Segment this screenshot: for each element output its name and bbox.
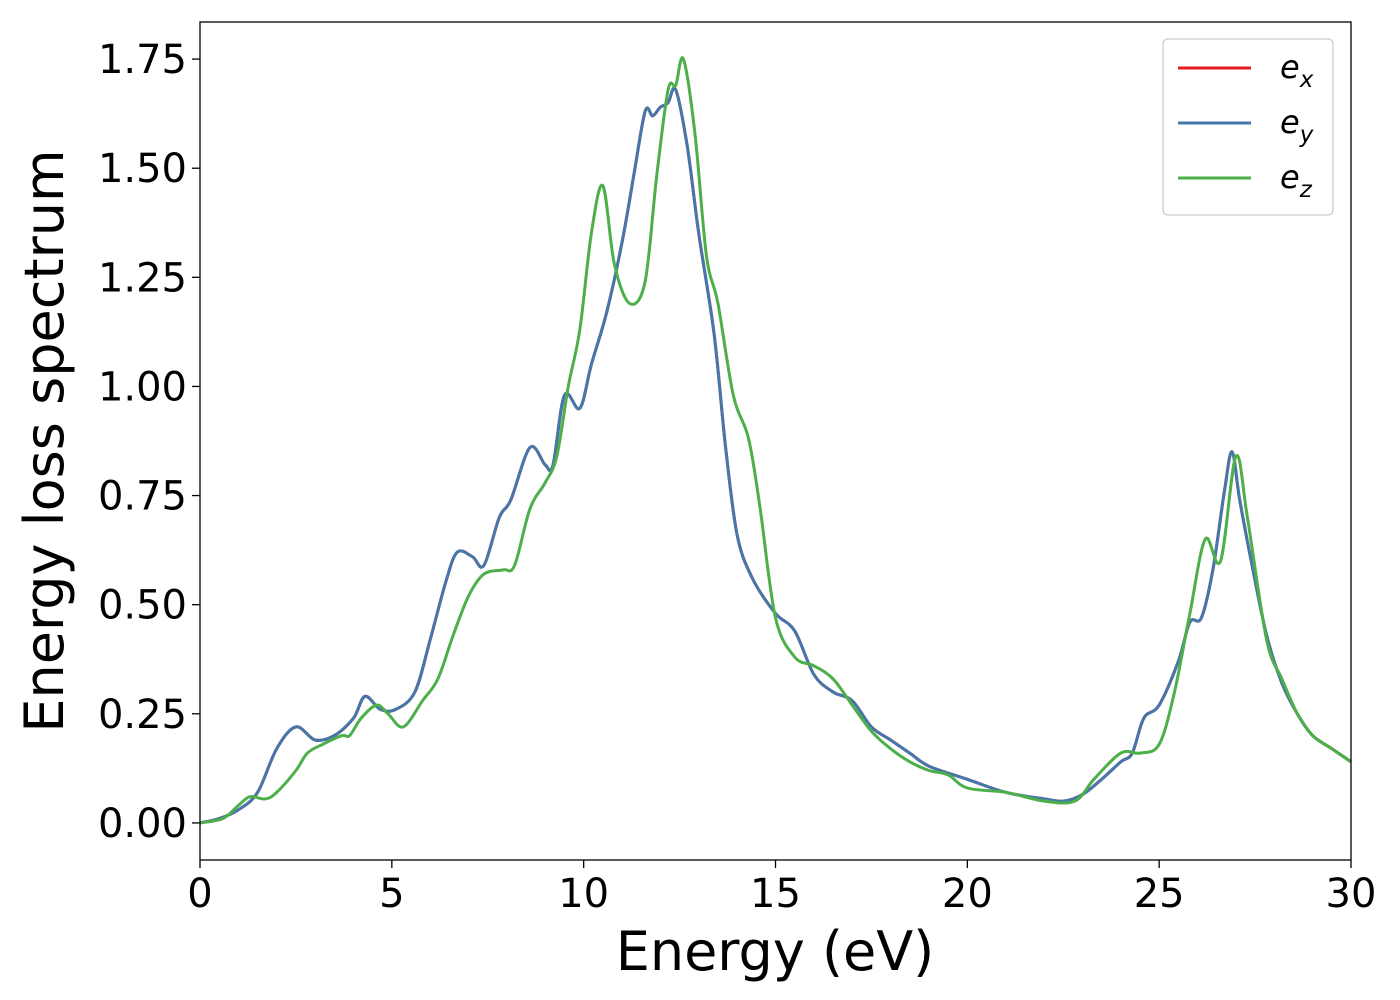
x-axis-title: Energy (eV) xyxy=(616,920,935,983)
legend-label-z: ez xyxy=(1280,158,1313,203)
x-tick-label: 5 xyxy=(379,871,404,917)
y-axis-title: Energy loss spectrum xyxy=(13,149,76,732)
x-tick-label: 15 xyxy=(750,871,801,917)
series-line-z xyxy=(199,56,1352,825)
y-tick-label: 1.50 xyxy=(98,146,187,192)
x-tick-label: 0 xyxy=(187,871,212,917)
y-tick-label: 0.25 xyxy=(98,692,187,738)
legend-label-x: ex xyxy=(1280,48,1314,93)
y-tick-label: 1.25 xyxy=(98,255,187,301)
x-axis: 0 5 10 15 20 25 30 xyxy=(187,860,1376,917)
y-tick-label: 1.75 xyxy=(98,37,187,83)
series-layer xyxy=(199,56,1352,825)
legend: ex ey ez xyxy=(1162,38,1334,216)
y-tick-label: 0.00 xyxy=(98,801,187,847)
x-tick-label: 10 xyxy=(558,871,609,917)
legend-box xyxy=(1162,38,1334,216)
series-line-y xyxy=(199,86,1352,825)
x-tick-label: 25 xyxy=(1134,871,1185,917)
x-tick-label: 20 xyxy=(942,871,993,917)
y-tick-label: 1.00 xyxy=(98,364,187,410)
legend-label-y: ey xyxy=(1280,103,1314,148)
y-tick-label: 0.75 xyxy=(98,474,187,520)
y-axis: 0.00 0.25 0.50 0.75 1.00 1.25 1.50 1.75 xyxy=(98,37,200,847)
y-tick-label: 0.50 xyxy=(98,583,187,629)
x-tick-label: 30 xyxy=(1326,871,1377,917)
